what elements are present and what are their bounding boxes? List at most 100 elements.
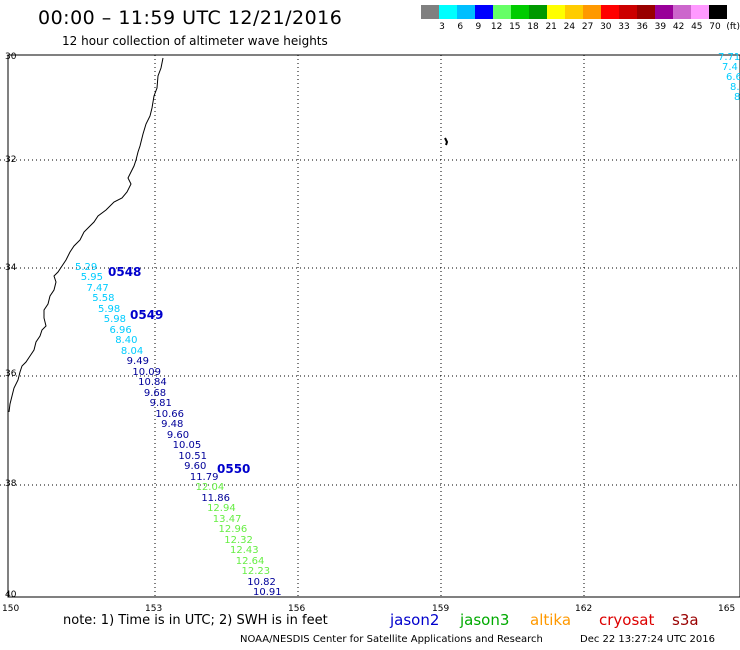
wave-height-value: 5.98 bbox=[97, 303, 121, 315]
satellite-legend-jason2: jason2 bbox=[390, 611, 440, 629]
wave-height-value: 6.6 bbox=[726, 72, 740, 83]
color-swatch bbox=[709, 5, 727, 19]
color-scale-label: 70 bbox=[709, 22, 721, 32]
latitude-label: 32 bbox=[5, 155, 17, 165]
longitude-label: 153 bbox=[145, 604, 163, 614]
wave-height-value: 7.47 bbox=[86, 282, 109, 294]
wave-height-value: 5.98 bbox=[103, 314, 126, 326]
longitude-label: 165 bbox=[718, 604, 736, 614]
footer-timestamp: Dec 22 13:27:24 UTC 2016 bbox=[580, 634, 715, 645]
latitude-label: 38 bbox=[5, 479, 17, 489]
color-scale-legend bbox=[421, 5, 727, 19]
wave-height-value: 10.91 bbox=[253, 587, 282, 598]
color-scale-label: 42 bbox=[672, 22, 685, 32]
wave-height-value: 8.40 bbox=[115, 335, 138, 347]
latitude-label: 30 bbox=[5, 52, 17, 62]
note-text: note: 1) Time is in UTC; 2) SWH is in fe… bbox=[63, 613, 328, 628]
footer-credit: NOAA/NESDIS Center for Satellite Applica… bbox=[240, 634, 543, 645]
satellite-legend-altika: altika bbox=[530, 611, 572, 629]
color-swatch bbox=[475, 5, 493, 19]
latitude-label: 34 bbox=[5, 263, 17, 273]
color-scale-label: 3 bbox=[439, 22, 445, 32]
color-swatch bbox=[673, 5, 691, 19]
color-scale-label: 27 bbox=[581, 22, 594, 32]
color-swatch bbox=[583, 5, 601, 19]
color-scale-label: 15 bbox=[509, 22, 521, 32]
color-scale-label: 36 bbox=[636, 22, 648, 32]
color-swatch bbox=[511, 5, 529, 19]
wave-height-value: 5.95 bbox=[80, 272, 103, 284]
color-swatch bbox=[457, 5, 475, 19]
longitude-label: 162 bbox=[575, 604, 593, 614]
wave-height-value: 6.96 bbox=[109, 324, 132, 336]
wave-height-value: 12.43 bbox=[230, 545, 259, 557]
island-mark bbox=[444, 137, 449, 146]
wave-height-value: 7.71 bbox=[718, 52, 740, 63]
color-scale-label: 9 bbox=[475, 22, 482, 32]
wave-height-value: 9.48 bbox=[161, 419, 184, 431]
longitude-label: 159 bbox=[432, 604, 450, 614]
color-scale-label: 30 bbox=[600, 22, 612, 32]
chart-title: 00:00 – 11:59 UTC 12/21/2016 bbox=[38, 7, 343, 29]
wave-height-value: 8.04 bbox=[120, 345, 144, 357]
color-swatch bbox=[691, 5, 709, 19]
wave-height-value: 13.47 bbox=[212, 513, 242, 525]
wave-height-value: 12.96 bbox=[218, 524, 248, 536]
wave-height-value: 10.66 bbox=[155, 408, 185, 420]
wave-height-value: 5.29 bbox=[75, 262, 98, 273]
map-frame bbox=[7, 54, 740, 598]
color-scale-label: 18 bbox=[527, 22, 539, 32]
longitude-label: 156 bbox=[288, 604, 306, 614]
pass-label-0550: 0550 bbox=[217, 462, 251, 476]
latitude-label: 36 bbox=[5, 369, 17, 379]
wave-height-value: 9.60 bbox=[184, 461, 207, 473]
wave-height-value: 7.4 bbox=[722, 62, 738, 73]
color-swatch bbox=[655, 5, 673, 19]
pass-label-0549: 0549 bbox=[130, 308, 164, 322]
wave-height-value: 8 bbox=[734, 92, 740, 103]
color-swatch bbox=[439, 5, 457, 19]
wave-height-value: 9.60 bbox=[166, 429, 190, 441]
color-swatch bbox=[493, 5, 511, 19]
wave-height-value: 9.81 bbox=[149, 398, 172, 410]
color-swatch bbox=[619, 5, 637, 19]
satellite-legend-jason3: jason3 bbox=[460, 611, 510, 629]
color-scale-label: 6 bbox=[457, 22, 464, 32]
wave-height-value: 12.04 bbox=[195, 482, 225, 494]
wave-height-value: 11.86 bbox=[201, 492, 230, 504]
wave-height-value: 12.94 bbox=[207, 503, 236, 515]
australia-coastline bbox=[8, 57, 164, 413]
grid-lines bbox=[0, 55, 740, 597]
color-scale-label: 21 bbox=[545, 22, 557, 32]
color-swatch bbox=[421, 5, 439, 19]
latitude-label: 40 bbox=[5, 590, 17, 600]
color-scale-label: (ft) bbox=[726, 22, 740, 32]
satellite-legend-s3a: s3a bbox=[672, 611, 699, 629]
wave-height-value: 10.51 bbox=[178, 450, 207, 462]
wave-height-value: 9.49 bbox=[126, 356, 149, 368]
color-swatch bbox=[529, 5, 547, 19]
color-scale-label: 45 bbox=[691, 22, 703, 32]
color-scale-label: 33 bbox=[618, 22, 630, 32]
pass-label-0548: 0548 bbox=[108, 265, 142, 279]
wave-height-value: 12.32 bbox=[224, 534, 253, 546]
wave-height-value: 5.58 bbox=[92, 293, 115, 305]
wave-height-value: 11.79 bbox=[189, 471, 219, 483]
color-swatch bbox=[601, 5, 619, 19]
wave-height-value: 8. bbox=[730, 82, 740, 93]
wave-height-value: 12.23 bbox=[241, 566, 271, 578]
satellite-legend-cryosat: cryosat bbox=[599, 611, 655, 629]
wave-height-value: 10.84 bbox=[138, 377, 167, 389]
wave-height-value: 9.68 bbox=[143, 387, 167, 399]
color-swatch bbox=[547, 5, 565, 19]
wave-height-value: 12.64 bbox=[235, 555, 265, 567]
color-scale-label: 12 bbox=[490, 22, 503, 32]
wave-height-value: 10.82 bbox=[247, 576, 276, 588]
color-swatch bbox=[565, 5, 583, 19]
longitude-label: 150 bbox=[2, 604, 20, 614]
chart-subtitle: 12 hour collection of altimeter wave hei… bbox=[62, 34, 328, 48]
wave-height-value: 10.05 bbox=[172, 440, 202, 452]
color-swatch bbox=[637, 5, 655, 19]
wave-height-value: 10.09 bbox=[132, 366, 162, 378]
